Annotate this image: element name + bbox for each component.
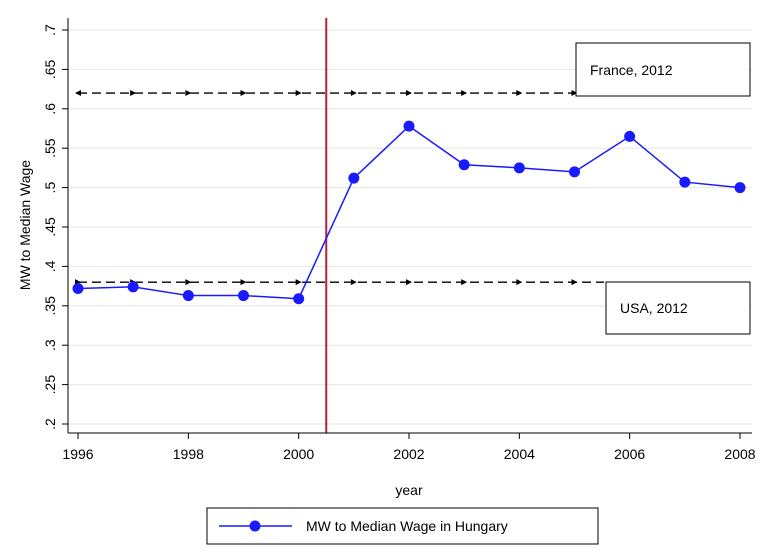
y-tick-label: .4 [42, 260, 58, 272]
x-tick-label: 2004 [504, 446, 535, 462]
x-tick-label: 1998 [173, 446, 204, 462]
reference-arrow-marker [516, 279, 523, 286]
legend: MW to Median Wage in Hungary [206, 507, 599, 545]
y-tick-label: .55 [42, 138, 58, 158]
reference-arrow-marker [571, 279, 578, 286]
reference-arrow-marker [406, 279, 412, 286]
y-tick-label: .3 [42, 339, 58, 351]
y-tick-label: .7 [42, 24, 58, 36]
reference-arrow-marker [461, 90, 468, 97]
x-tick-label: 2008 [724, 446, 755, 462]
data-point [293, 293, 305, 305]
data-point [72, 282, 84, 294]
data-point [679, 176, 691, 188]
y-tick-label: .5 [42, 182, 58, 194]
data-point [182, 290, 194, 302]
x-tick-label: 2000 [283, 446, 314, 462]
data-point [624, 130, 636, 142]
reference-arrow-marker [406, 90, 412, 97]
reference-lines [75, 90, 604, 286]
data-point [127, 281, 139, 293]
reference-arrow-marker [350, 279, 357, 286]
france-label: France, 2012 [590, 62, 673, 78]
y-tick-label: .65 [42, 59, 58, 79]
data-point [513, 162, 525, 174]
data-point [238, 290, 249, 302]
legend-entry-label: MW to Median Wage in Hungary [306, 518, 508, 534]
x-axis-label: year [395, 482, 423, 498]
reference-arrow-marker [516, 90, 523, 97]
y-tick-label: .35 [42, 296, 58, 316]
x-tick-label: 2006 [614, 446, 645, 462]
y-tick-label: .6 [42, 103, 58, 115]
data-point [458, 159, 470, 171]
reference-arrow-marker [295, 279, 302, 286]
y-tick-label: .45 [42, 217, 58, 237]
x-tick-label: 1996 [62, 446, 93, 462]
series-line-hungary [77, 125, 741, 300]
usa-label: USA, 2012 [620, 300, 688, 316]
reference-arrow-marker [240, 279, 247, 286]
y-ticks: .2 .25 .3 .35 .4 .45 .5 .55 .6 .65 .7 [42, 24, 68, 430]
france-annotation: France, 2012 [575, 42, 751, 97]
reference-arrow-marker [240, 90, 247, 97]
data-point [348, 172, 360, 184]
reference-arrow-marker [185, 90, 192, 97]
series-layer [72, 120, 746, 305]
y-tick-label: .2 [42, 418, 58, 430]
reference-arrow-marker [130, 90, 137, 97]
reference-arrow-marker [185, 279, 192, 286]
usa-annotation: USA, 2012 [605, 281, 751, 335]
data-point [734, 182, 746, 194]
reference-arrow-marker [295, 90, 302, 97]
axes [67, 18, 752, 434]
y-axis-label: MW to Median Wage [17, 160, 33, 290]
reference-arrow-marker [350, 90, 357, 97]
data-point [569, 166, 580, 178]
reference-arrow-marker [571, 90, 578, 97]
x-tick-label: 2002 [393, 446, 424, 462]
y-tick-label: .25 [42, 375, 58, 395]
data-point [403, 120, 415, 132]
x-ticks: 1996 1998 2000 2002 2004 2006 2008 [62, 433, 756, 462]
legend-swatch-marker [249, 520, 261, 532]
reference-arrow-marker [461, 279, 468, 286]
reference-arrow-marker [75, 90, 81, 97]
